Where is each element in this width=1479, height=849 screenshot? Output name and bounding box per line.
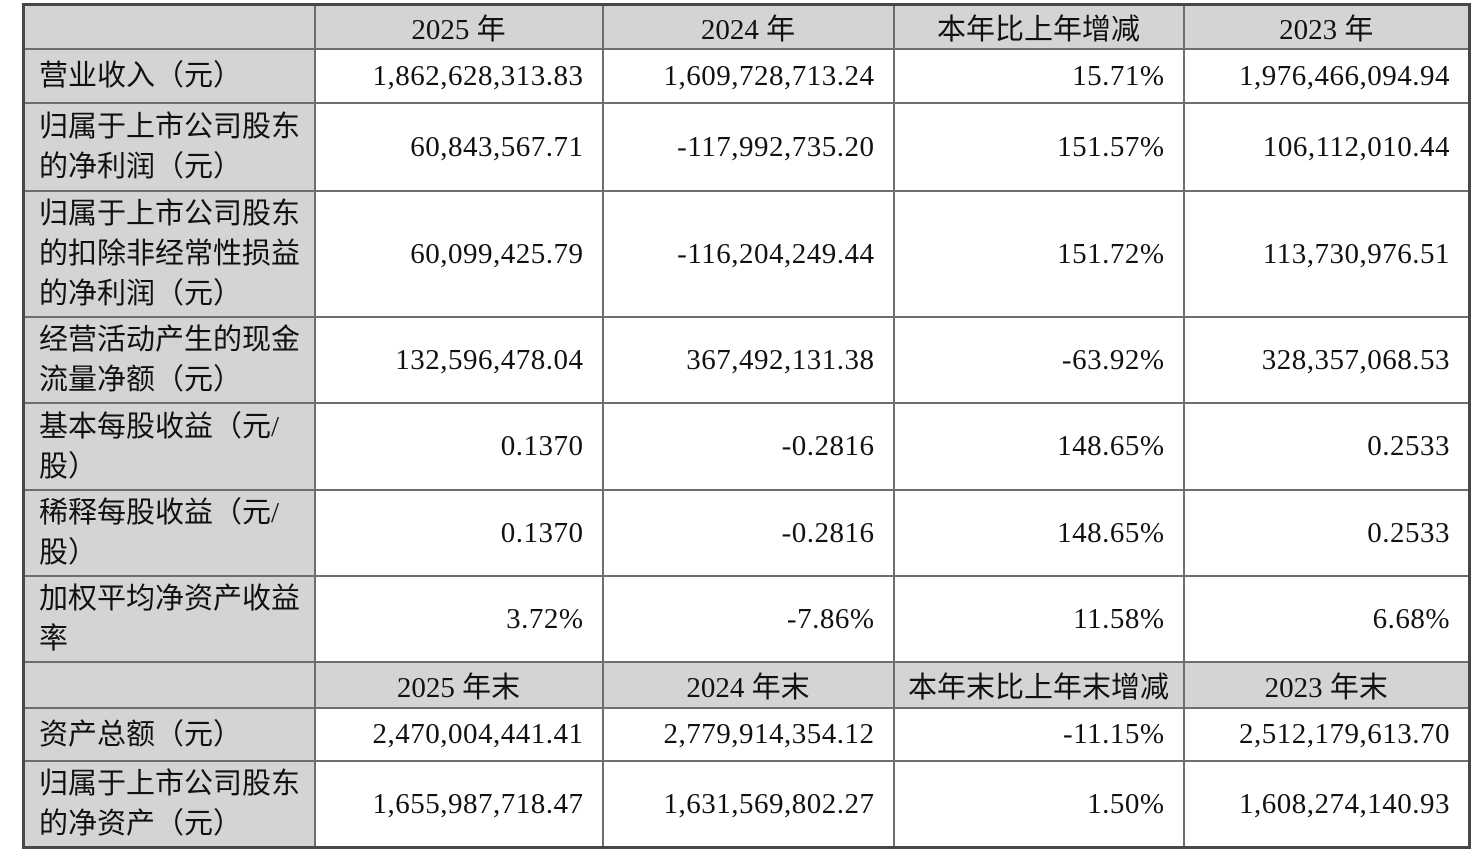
cell-2023: 106,112,010.44 bbox=[1182, 102, 1471, 192]
cell-2025: 60,843,567.71 bbox=[313, 102, 604, 192]
table-row-net-profit-excl-nonrecurring: 归属于上市公司股东的扣除非经常性损益的净利润（元） 60,099,425.79 … bbox=[22, 189, 1471, 319]
cell-change: 15.71% bbox=[892, 48, 1185, 104]
row-label: 经营活动产生的现金流量净额（元） bbox=[22, 316, 316, 405]
row-label: 归属于上市公司股东的扣除非经常性损益的净利润（元） bbox=[22, 189, 316, 319]
cell-2024: -7.86% bbox=[601, 575, 895, 664]
row-label: 营业收入（元） bbox=[22, 48, 316, 104]
row-label: 基本每股收益（元/股） bbox=[22, 402, 316, 492]
table-row-basic-eps: 基本每股收益（元/股） 0.1370 -0.2816 148.65% 0.253… bbox=[22, 402, 1471, 492]
cell-2024: -0.2816 bbox=[601, 489, 895, 578]
cell-2024: -117,992,735.20 bbox=[601, 102, 895, 192]
table-row-total-assets: 资产总额（元） 2,470,004,441.41 2,779,914,354.1… bbox=[22, 707, 1471, 763]
cell-2023: 0.2533 bbox=[1182, 402, 1471, 492]
cell-change: 1.50% bbox=[892, 760, 1185, 849]
table-row-weighted-avg-roe: 加权平均净资产收益率 3.72% -7.86% 11.58% 6.68% bbox=[22, 575, 1471, 664]
cell-2025: 132,596,478.04 bbox=[313, 316, 604, 405]
cell-2025: 0.1370 bbox=[313, 402, 604, 492]
cell-2025: 1,655,987,718.47 bbox=[313, 760, 604, 849]
header-2023-end: 2023 年末 bbox=[1182, 661, 1471, 710]
cell-2025: 0.1370 bbox=[313, 489, 604, 578]
cell-2024: -116,204,249.44 bbox=[601, 189, 895, 319]
cell-2025: 1,862,628,313.83 bbox=[313, 48, 604, 104]
cell-2024: 2,779,914,354.12 bbox=[601, 707, 895, 763]
cell-2024: 1,631,569,802.27 bbox=[601, 760, 895, 849]
cell-change: 148.65% bbox=[892, 402, 1185, 492]
cell-2023: 6.68% bbox=[1182, 575, 1471, 664]
cell-2024: -0.2816 bbox=[601, 402, 895, 492]
header-2024: 2024 年 bbox=[601, 3, 895, 50]
header-row-year-end: 2025 年末 2024 年末 本年末比上年末增减 2023 年末 bbox=[22, 661, 1471, 710]
header-2025-end: 2025 年末 bbox=[313, 661, 604, 710]
cell-change: -63.92% bbox=[892, 316, 1185, 405]
header-2025: 2025 年 bbox=[313, 3, 604, 50]
cell-2023: 113,730,976.51 bbox=[1182, 189, 1471, 319]
row-label: 归属于上市公司股东的净利润（元） bbox=[22, 102, 316, 192]
financial-summary-table: 2025 年 2024 年 本年比上年增减 2023 年 营业收入（元） 1,8… bbox=[22, 3, 1471, 849]
header-year-end-change: 本年末比上年末增减 bbox=[892, 661, 1185, 710]
header-2024-end: 2024 年末 bbox=[601, 661, 895, 710]
cell-2025: 2,470,004,441.41 bbox=[313, 707, 604, 763]
row-label: 资产总额（元） bbox=[22, 707, 316, 763]
table-row-diluted-eps: 稀释每股收益（元/股） 0.1370 -0.2816 148.65% 0.253… bbox=[22, 489, 1471, 578]
cell-change: 151.72% bbox=[892, 189, 1185, 319]
cell-2024: 1,609,728,713.24 bbox=[601, 48, 895, 104]
cell-2023: 1,608,274,140.93 bbox=[1182, 760, 1471, 849]
row-label: 归属于上市公司股东的净资产（元） bbox=[22, 760, 316, 849]
row-label: 加权平均净资产收益率 bbox=[22, 575, 316, 664]
table-row-operating-cash-flow: 经营活动产生的现金流量净额（元） 132,596,478.04 367,492,… bbox=[22, 316, 1471, 405]
cell-change: 151.57% bbox=[892, 102, 1185, 192]
cell-change: 148.65% bbox=[892, 489, 1185, 578]
cell-change: 11.58% bbox=[892, 575, 1185, 664]
table-row-net-profit: 归属于上市公司股东的净利润（元） 60,843,567.71 -117,992,… bbox=[22, 102, 1471, 192]
cell-2023: 1,976,466,094.94 bbox=[1182, 48, 1471, 104]
corner-cell bbox=[22, 661, 316, 710]
corner-cell bbox=[22, 3, 316, 50]
table-row-net-assets: 归属于上市公司股东的净资产（元） 1,655,987,718.47 1,631,… bbox=[22, 760, 1471, 849]
cell-change: -11.15% bbox=[892, 707, 1185, 763]
cell-2025: 60,099,425.79 bbox=[313, 189, 604, 319]
cell-2023: 0.2533 bbox=[1182, 489, 1471, 578]
cell-2025: 3.72% bbox=[313, 575, 604, 664]
header-yoy-change: 本年比上年增减 bbox=[892, 3, 1185, 50]
header-row-annual: 2025 年 2024 年 本年比上年增减 2023 年 bbox=[22, 3, 1471, 50]
cell-2023: 328,357,068.53 bbox=[1182, 316, 1471, 405]
table-row-revenue: 营业收入（元） 1,862,628,313.83 1,609,728,713.2… bbox=[22, 48, 1471, 104]
row-label: 稀释每股收益（元/股） bbox=[22, 489, 316, 578]
header-2023: 2023 年 bbox=[1182, 3, 1471, 50]
cell-2023: 2,512,179,613.70 bbox=[1182, 707, 1471, 763]
cell-2024: 367,492,131.38 bbox=[601, 316, 895, 405]
